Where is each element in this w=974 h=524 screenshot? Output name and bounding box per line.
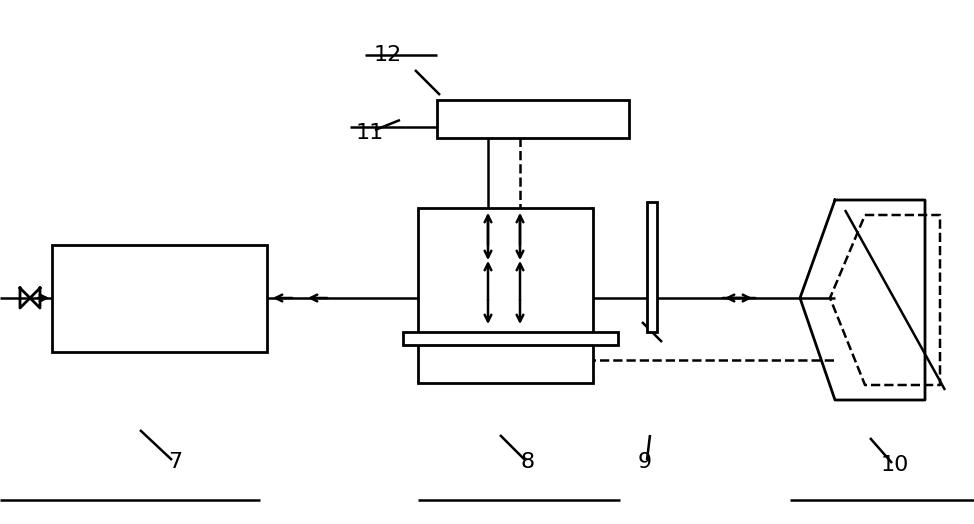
Bar — [647, 202, 657, 332]
Bar — [52, 245, 267, 352]
Text: 12: 12 — [374, 45, 402, 65]
Text: 10: 10 — [880, 455, 909, 475]
Bar — [418, 208, 593, 383]
Bar — [437, 100, 629, 138]
Text: 11: 11 — [356, 123, 384, 143]
Text: 9: 9 — [638, 452, 652, 472]
Text: 7: 7 — [168, 452, 182, 472]
Bar — [403, 332, 618, 345]
Text: 8: 8 — [521, 452, 535, 472]
